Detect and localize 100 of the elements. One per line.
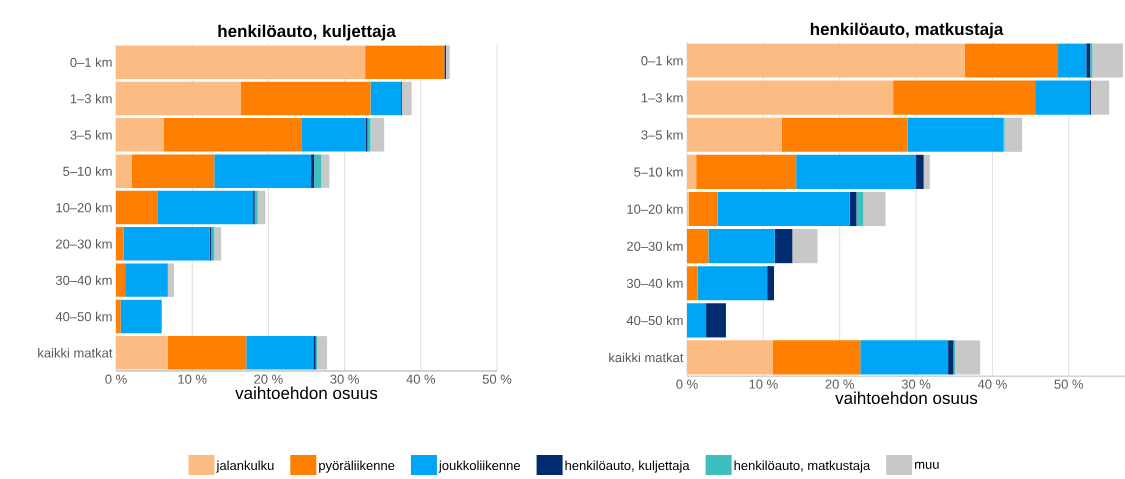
x-axis-title: vaihtoehdon osuus xyxy=(235,386,378,400)
bar xyxy=(687,117,782,152)
bar xyxy=(125,263,168,297)
x-tick-label: 40 % xyxy=(977,379,1007,389)
y-tick-label: 0–1 km xyxy=(641,55,683,66)
bar xyxy=(964,43,1059,78)
bar xyxy=(1004,117,1023,152)
bar xyxy=(1086,43,1091,78)
chart-title: henkilöauto, kuljettaja xyxy=(218,24,396,41)
legend-label: henkilöauto, kuljettaja xyxy=(565,460,690,473)
bar xyxy=(1090,43,1093,78)
bar xyxy=(257,190,266,225)
bar xyxy=(1092,43,1123,78)
bar xyxy=(717,191,850,227)
y-tick-label: 1–3 km xyxy=(641,92,683,103)
bar xyxy=(907,117,1004,152)
bar xyxy=(116,227,124,261)
bar xyxy=(214,154,312,188)
legend-label: pyöräliikenne xyxy=(319,460,395,473)
bar xyxy=(132,154,215,188)
x-tick-label: 20 % xyxy=(254,374,283,384)
bar xyxy=(1090,80,1110,115)
y-tick-label: 0–1 km xyxy=(70,57,112,67)
bar xyxy=(164,118,302,152)
bar xyxy=(893,80,1036,115)
bar xyxy=(240,81,371,116)
x-tick-label: 40 % xyxy=(406,374,436,384)
bar xyxy=(1035,80,1090,115)
y-tick-label: 40–50 km xyxy=(55,311,112,322)
bar xyxy=(856,191,864,227)
bar xyxy=(687,266,698,301)
bar xyxy=(365,45,445,79)
bar xyxy=(301,118,366,152)
bar xyxy=(774,229,793,264)
y-tick-label: 5–10 km xyxy=(634,167,683,177)
y-tick-label: 40–50 km xyxy=(626,315,683,326)
x-tick-label: 0 % xyxy=(105,374,127,384)
bar xyxy=(123,227,210,261)
bar xyxy=(916,154,924,189)
y-tick-label: 30–40 km xyxy=(626,278,683,288)
legend-label: muu xyxy=(915,461,939,469)
bar xyxy=(688,191,718,227)
bar xyxy=(370,81,401,116)
bar xyxy=(311,154,315,188)
bar xyxy=(687,154,697,189)
bar xyxy=(214,227,222,261)
bar xyxy=(767,266,775,301)
bar xyxy=(860,340,949,375)
bar xyxy=(116,336,168,370)
y-tick-label: 30–40 km xyxy=(55,275,112,285)
bar xyxy=(796,154,917,189)
legend-label: joukkoliikenne xyxy=(438,460,520,473)
x-tick-label: 20 % xyxy=(825,379,855,389)
y-tick-label: kaikki matkat xyxy=(609,352,684,363)
x-tick-label: 30 % xyxy=(330,374,359,384)
x-tick-label: 50 % xyxy=(1054,379,1084,389)
y-tick-label: 20–30 km xyxy=(56,239,112,249)
x-tick-label: 10 % xyxy=(178,374,207,384)
bar xyxy=(697,266,768,301)
bar xyxy=(923,154,930,189)
bar xyxy=(792,229,818,264)
y-tick-label: 10–20 km xyxy=(56,202,112,213)
bar xyxy=(116,45,366,79)
bar xyxy=(687,229,709,264)
bar xyxy=(954,340,981,375)
bar xyxy=(116,81,241,116)
bar xyxy=(401,81,412,116)
bar xyxy=(948,340,954,375)
x-axis-title: vaihtoehdon osuus xyxy=(835,391,978,405)
bar xyxy=(246,336,314,370)
x-tick-label: 0 % xyxy=(676,379,698,389)
x-tick-label: 50 % xyxy=(482,374,512,384)
bar xyxy=(687,43,965,78)
y-tick-label: 3–5 km xyxy=(70,130,112,140)
y-tick-label: 1–3 km xyxy=(70,93,112,104)
bar xyxy=(116,118,165,152)
bar xyxy=(687,340,773,375)
bar xyxy=(1058,43,1087,78)
bar xyxy=(167,336,247,370)
bar xyxy=(687,80,894,115)
legend-label: jalankulku xyxy=(216,460,274,473)
bar xyxy=(687,303,707,338)
bar xyxy=(320,154,330,188)
bar xyxy=(167,263,174,297)
bar xyxy=(772,340,861,375)
bar xyxy=(445,45,450,79)
y-tick-label: 20–30 km xyxy=(627,241,683,251)
bar xyxy=(116,154,133,188)
bar xyxy=(696,154,797,189)
bar xyxy=(706,303,726,338)
y-tick-label: 3–5 km xyxy=(641,130,683,140)
bar xyxy=(708,229,775,264)
bar xyxy=(863,191,886,227)
y-tick-label: 10–20 km xyxy=(627,204,683,214)
bar xyxy=(370,118,385,152)
x-tick-label: 10 % xyxy=(749,379,778,389)
bar xyxy=(317,336,328,370)
bar xyxy=(120,299,162,334)
legend-label: henkilöauto, matkustaja xyxy=(734,460,871,473)
chart-title: henkilöauto, matkustaja xyxy=(810,22,1004,39)
